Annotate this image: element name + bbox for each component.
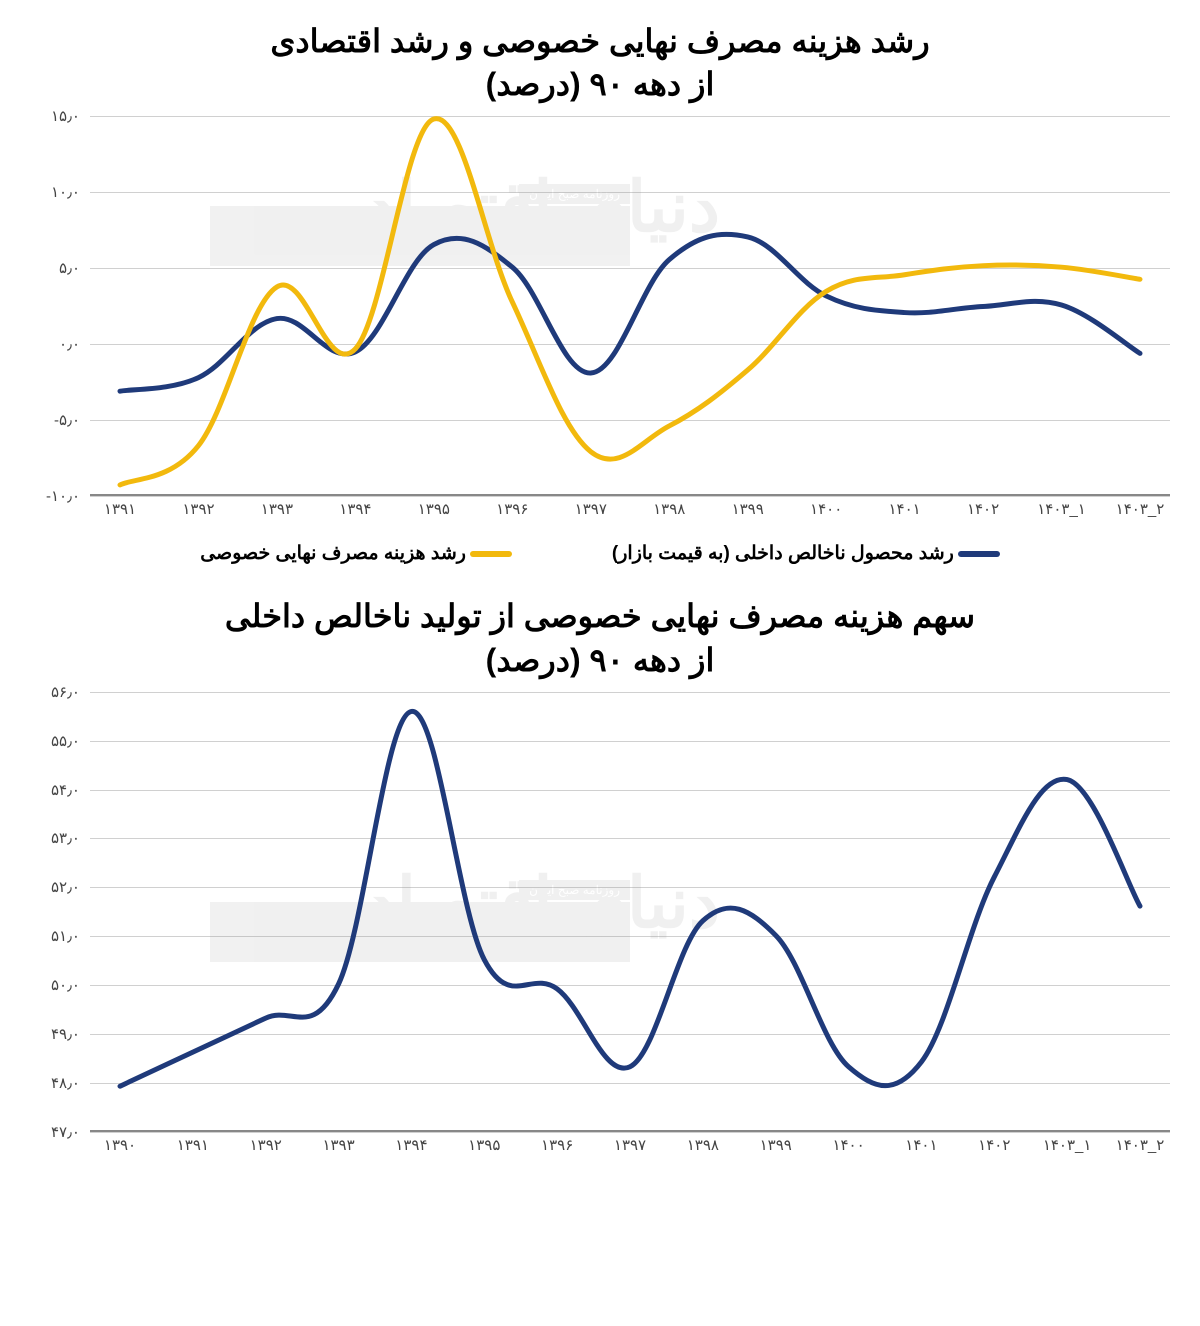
chart1-x-axis: ۱۳۹۱ ۱۳۹۲ ۱۳۹۳ ۱۳۹۴ ۱۳۹۵ ۱۳۹۶ ۱۳۹۷ ۱۳۹۸ ۱۳۹۹ ۱۴۰۰…: [90, 500, 1170, 530]
x-tick-label: ۱۳۹۴: [395, 1136, 427, 1154]
legend-swatch-consumption: [470, 551, 512, 557]
x-tick-label: ۱۳۹۷: [614, 1136, 646, 1154]
x-tick-label: ۱۴۰۲: [978, 1136, 1010, 1154]
y-tick-label: -۵٫۰: [54, 411, 80, 429]
y-tick-label: ۱۰٫۰: [51, 183, 80, 201]
chart1-lines: [90, 116, 1170, 494]
chart1-plot: ۱۵٫۰۱۰٫۰۵٫۰۰٫۰-۵٫۰-۱۰٫۰ روزنامه صبح ایرا…: [90, 116, 1170, 496]
chart2-x-axis: ۱۳۹۰ ۱۳۹۱ ۱۳۹۲ ۱۳۹۳ ۱۳۹۴ ۱۳۹۵ ۱۳۹۶ ۱۳۹۷ ۱۳۹۸ ۱۳۹۹…: [90, 1136, 1170, 1166]
x-tick-label: ۱۳۹۵: [468, 1136, 500, 1154]
x-tick-label: ۱۳۹۲: [250, 1136, 282, 1154]
x-tick-label: ۱۳۹۱: [104, 500, 136, 518]
x-tick-label: ۱۴۰۳_۲: [1116, 1136, 1165, 1154]
legend-item-gdp: رشد محصول ناخالص داخلی (به قیمت بازار): [612, 542, 1000, 565]
y-tick-label: ۴۹٫۰: [51, 1025, 80, 1043]
y-tick-label: ۵٫۰: [59, 259, 80, 277]
x-tick-label: ۱۴۰۱: [905, 1136, 937, 1154]
legend-label-consumption: رشد هزینه مصرف نهایی خصوصی: [200, 542, 466, 565]
chart1-title-line2: از دهه ۹۰ (درصد): [486, 66, 715, 102]
x-tick-label: ۱۳۹۴: [339, 500, 371, 518]
x-tick-label: ۱۳۹۲: [182, 500, 214, 518]
x-tick-label: ۱۳۹۰: [104, 1136, 136, 1154]
x-tick-label: ۱۴۰۰: [810, 500, 842, 518]
chart1-title: رشد هزینه مصرف نهایی خصوصی و رشد اقتصادی…: [30, 20, 1170, 106]
x-tick-label: ۱۳۹۹: [760, 1136, 792, 1154]
x-tick-label: ۱۴۰۳_۲: [1116, 500, 1165, 518]
chart2-plot: ۵۶٫۰۵۵٫۰۵۴٫۰۵۳٫۰۵۲٫۰۵۱٫۰۵۰٫۰۴۹٫۰۴۸٫۰۴۷٫۰…: [90, 692, 1170, 1132]
x-tick-label: ۱۳۹۱: [177, 1136, 209, 1154]
y-tick-label: ۵۵٫۰: [51, 732, 80, 750]
y-tick-label: ۵۱٫۰: [51, 927, 80, 945]
chart2-title: سهم هزینه مصرف نهایی خصوصی از تولید ناخا…: [30, 595, 1170, 681]
x-tick-label: ۱۳۹۳: [261, 500, 293, 518]
x-tick-label: ۱۳۹۶: [541, 1136, 573, 1154]
y-tick-label: ۴۸٫۰: [51, 1074, 80, 1092]
x-tick-label: ۱۴۰۲: [967, 500, 999, 518]
series-consumption: [120, 119, 1140, 485]
y-tick-label: ۰٫۰: [59, 335, 80, 353]
x-tick-label: ۱۳۹۳: [322, 1136, 354, 1154]
y-tick-label: ۵۰٫۰: [51, 976, 80, 994]
x-tick-label: ۱۳۹۶: [496, 500, 528, 518]
legend-swatch-gdp: [958, 551, 1000, 557]
x-tick-label: ۱۴۰۳_۱: [1043, 1136, 1092, 1154]
x-tick-label: ۱۳۹۸: [687, 1136, 719, 1154]
chart2-y-axis: ۵۶٫۰۵۵٫۰۵۴٫۰۵۳٫۰۵۲٫۰۵۱٫۰۵۰٫۰۴۹٫۰۴۸٫۰۴۷٫۰: [30, 692, 85, 1130]
x-tick-label: ۱۳۹۸: [653, 500, 685, 518]
x-tick-label: ۱۴۰۰: [832, 1136, 864, 1154]
chart1-title-line1: رشد هزینه مصرف نهایی خصوصی و رشد اقتصادی: [270, 23, 929, 59]
y-tick-label: -۱۰٫۰: [46, 487, 80, 505]
x-tick-label: ۱۴۰۳_۱: [1037, 500, 1086, 518]
chart2-lines: [90, 692, 1170, 1130]
x-tick-label: ۱۳۹۷: [575, 500, 607, 518]
series-share: [120, 711, 1140, 1086]
series-gdp: [120, 235, 1140, 392]
share-chart: سهم هزینه مصرف نهایی خصوصی از تولید ناخا…: [30, 595, 1170, 1165]
chart2-title-line2: از دهه ۹۰ (درصد): [486, 642, 715, 678]
chart2-title-line1: سهم هزینه مصرف نهایی خصوصی از تولید ناخا…: [225, 598, 975, 634]
y-tick-label: ۵۳٫۰: [51, 829, 80, 847]
y-tick-label: ۵۲٫۰: [51, 878, 80, 896]
legend-item-consumption: رشد هزینه مصرف نهایی خصوصی: [200, 542, 512, 565]
y-tick-label: ۱۵٫۰: [51, 107, 80, 125]
chart1-legend: رشد محصول ناخالص داخلی (به قیمت بازار) ر…: [30, 542, 1170, 565]
y-tick-label: ۵۶٫۰: [51, 683, 80, 701]
x-tick-label: ۱۳۹۵: [418, 500, 450, 518]
x-tick-label: ۱۳۹۹: [732, 500, 764, 518]
growth-chart: رشد هزینه مصرف نهایی خصوصی و رشد اقتصادی…: [30, 20, 1170, 565]
y-tick-label: ۵۴٫۰: [51, 781, 80, 799]
x-tick-label: ۱۴۰۱: [888, 500, 920, 518]
y-tick-label: ۴۷٫۰: [51, 1123, 80, 1141]
legend-label-gdp: رشد محصول ناخالص داخلی (به قیمت بازار): [612, 542, 954, 565]
chart1-y-axis: ۱۵٫۰۱۰٫۰۵٫۰۰٫۰-۵٫۰-۱۰٫۰: [30, 116, 85, 494]
